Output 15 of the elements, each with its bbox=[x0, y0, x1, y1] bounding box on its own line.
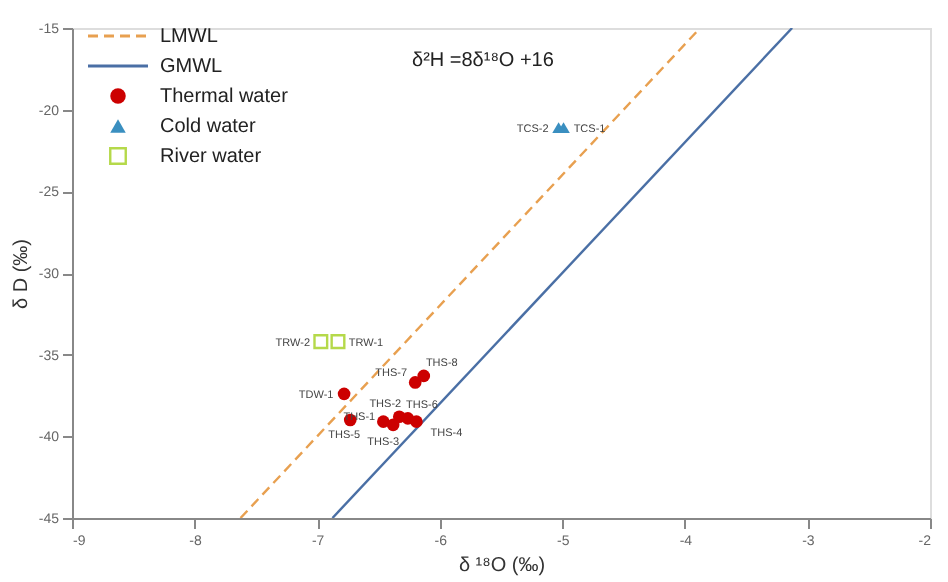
point bbox=[337, 387, 351, 401]
legend-label: GMWL bbox=[160, 56, 224, 78]
legend-label: LMWL bbox=[160, 26, 219, 48]
point bbox=[417, 369, 431, 383]
point bbox=[330, 334, 346, 350]
y-axis-title: δ D (‰) bbox=[10, 238, 33, 310]
legend-label: Cold water bbox=[160, 116, 257, 138]
legend-label: River water bbox=[160, 146, 263, 168]
point bbox=[377, 415, 390, 428]
point bbox=[313, 334, 329, 350]
legend-label: Thermal water bbox=[160, 86, 290, 108]
x-axis-title: δ ¹⁸O (‰) bbox=[458, 555, 546, 577]
annotation: δ²H =8δ¹⁸O +16 bbox=[412, 50, 555, 72]
point bbox=[410, 415, 423, 428]
point bbox=[408, 376, 422, 389]
